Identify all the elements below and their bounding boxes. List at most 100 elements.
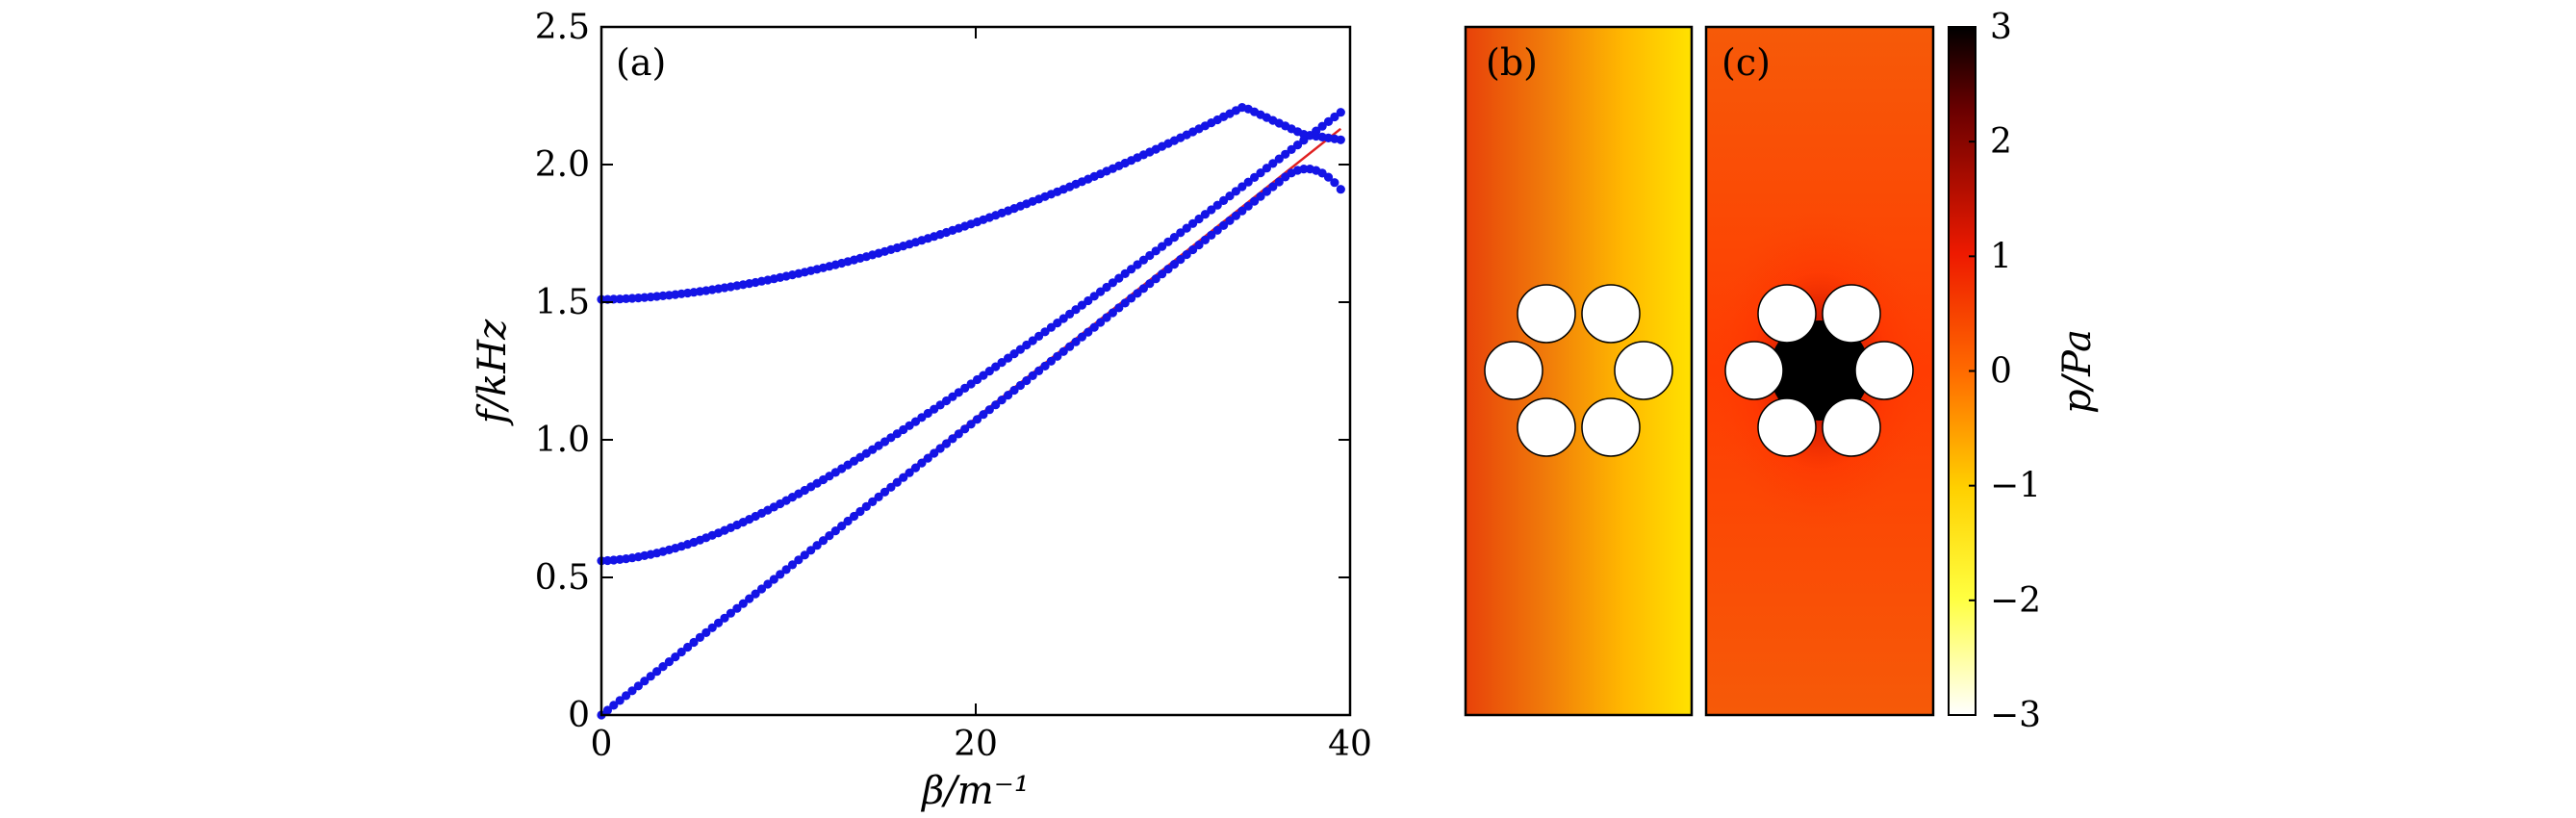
data-point <box>1133 260 1142 269</box>
data-point <box>935 400 945 410</box>
axis-ticks: 0 20 40 0 0.5 1.0 1.5 2.0 2.5 <box>535 8 1372 764</box>
data-point <box>1182 249 1191 260</box>
data-point <box>1292 141 1303 150</box>
data-point <box>868 497 878 507</box>
cylinder <box>1484 341 1543 400</box>
data-point <box>1071 305 1081 315</box>
colorbar: 3 2 1 0 −1 −2 −3 p/Pa <box>1948 8 2100 735</box>
data-point <box>1040 327 1050 337</box>
data-point <box>1237 206 1247 216</box>
data-point <box>769 575 778 584</box>
cylinder <box>1854 341 1914 400</box>
data-point <box>1176 255 1186 265</box>
panel-label-b: (b) <box>1486 41 1538 84</box>
data-point <box>1237 182 1247 192</box>
cylinder <box>1581 397 1641 457</box>
data-point <box>745 594 754 603</box>
data-point <box>1250 196 1260 206</box>
data-point <box>1034 366 1044 375</box>
data-point <box>1138 255 1148 265</box>
data-point <box>676 647 686 657</box>
y-tick-label: 0 <box>568 696 590 735</box>
data-point <box>1256 168 1265 178</box>
data-point <box>880 487 890 497</box>
data-point <box>646 672 655 681</box>
data-point <box>948 434 957 444</box>
data-point <box>1004 391 1013 400</box>
data-point <box>984 367 994 376</box>
data-point <box>738 599 748 608</box>
data-point <box>1065 309 1075 319</box>
data-point <box>726 608 736 618</box>
data-point <box>979 371 988 380</box>
data-point <box>707 623 717 632</box>
data-point <box>1127 265 1136 274</box>
data-point <box>954 429 963 439</box>
data-point <box>1015 345 1025 354</box>
data-point <box>701 627 711 638</box>
data-point <box>1127 294 1136 303</box>
data-point <box>941 439 952 448</box>
data-point <box>1108 278 1117 288</box>
data-point <box>800 550 809 560</box>
data-point <box>1158 269 1167 279</box>
data-point <box>930 448 939 458</box>
data-point <box>781 565 791 575</box>
data-point <box>1243 177 1253 187</box>
y-tick-label: 1.5 <box>535 283 590 322</box>
data-point <box>1188 244 1198 255</box>
data-point <box>1231 211 1240 220</box>
cylinder <box>1757 284 1817 344</box>
data-point <box>1009 349 1019 359</box>
data-point <box>1207 205 1216 215</box>
data-point <box>997 396 1007 405</box>
data-point <box>948 392 957 401</box>
field-b-high-region <box>1509 120 1692 621</box>
data-point <box>602 705 613 715</box>
y-tick-label: 2.0 <box>535 145 590 185</box>
data-point <box>1084 327 1093 337</box>
data-point <box>652 667 662 677</box>
data-point <box>991 362 1001 371</box>
data-point <box>658 662 668 672</box>
data-point <box>1336 135 1345 144</box>
data-point <box>1200 235 1210 244</box>
pressure-field-b: (b) <box>1464 25 1694 717</box>
data-point <box>787 560 798 570</box>
data-point <box>714 618 724 627</box>
data-point <box>972 374 982 385</box>
data-point <box>1084 295 1093 306</box>
data-point <box>1323 116 1334 126</box>
data-point <box>1108 308 1117 318</box>
data-point <box>843 516 853 526</box>
data-point <box>1336 185 1345 194</box>
data-point <box>910 463 921 473</box>
data-point <box>923 453 932 463</box>
data-point <box>776 570 785 579</box>
data-point <box>972 415 982 424</box>
data-point <box>861 501 871 512</box>
data-point <box>1022 375 1032 386</box>
data-point <box>1058 346 1068 356</box>
data-point <box>1225 216 1235 225</box>
data-point <box>1219 195 1229 205</box>
panel-c-frame <box>1704 25 1935 717</box>
data-point <box>997 358 1007 368</box>
cylinder <box>1517 397 1576 457</box>
colorbar-tick-label: 3 <box>1990 8 2012 47</box>
data-point <box>1243 201 1253 211</box>
data-point <box>1158 242 1167 251</box>
y-axis-label: f/kHz <box>471 319 515 426</box>
cylinder <box>1517 284 1576 344</box>
data-point <box>855 506 865 517</box>
cylinders-c <box>1724 284 1914 457</box>
data-point <box>1274 177 1284 187</box>
x-tick-label: 20 <box>954 725 998 764</box>
colorbar-tick-label: 1 <box>1990 237 2012 276</box>
data-point <box>1281 149 1290 159</box>
data-point <box>892 477 902 487</box>
data-point <box>1028 336 1037 345</box>
data-point <box>1200 210 1210 219</box>
data-point <box>1120 268 1130 278</box>
